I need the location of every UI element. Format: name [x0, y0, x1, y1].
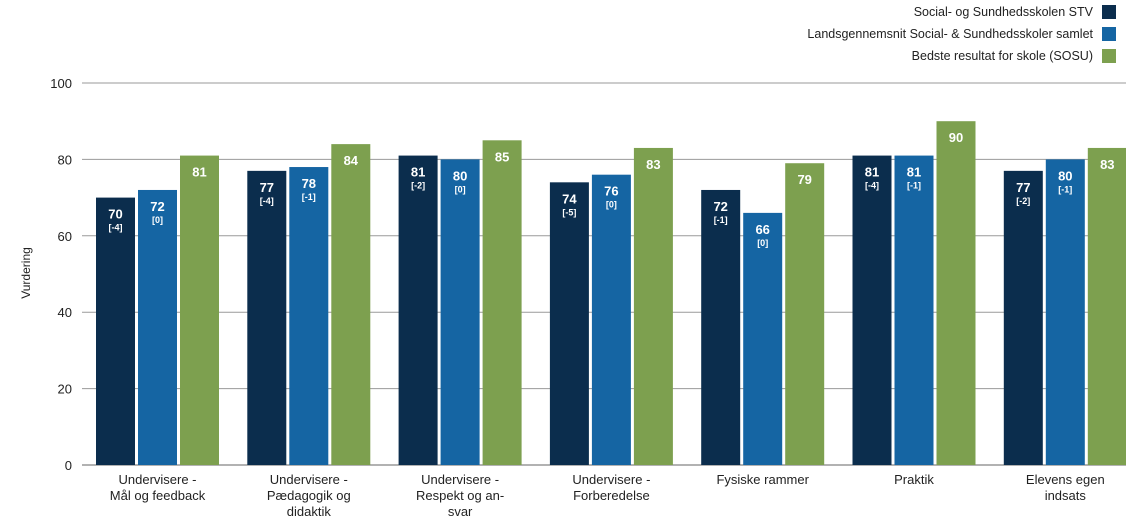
bars: 70[-4]72[0]8177[-4]78[-1]8481[-2]80[0]85… — [96, 121, 1126, 466]
legend-label: Landsgennemsnit Social- & Sundhedsskoler… — [807, 27, 1093, 41]
x-category-label: Elevens egen — [1026, 472, 1105, 487]
x-category-label: Praktik — [894, 472, 934, 487]
bar-diff-label: [-1] — [714, 215, 728, 225]
bar-value-label: 81 — [192, 165, 206, 180]
bar-value-label: 72 — [150, 199, 164, 214]
bar-value-label: 81 — [865, 165, 879, 180]
bar-value-label: 74 — [562, 191, 577, 206]
bar-value-label: 79 — [797, 172, 811, 187]
x-category-label: didaktik — [287, 504, 332, 519]
bar — [331, 144, 371, 465]
bar-diff-label: [0] — [606, 200, 617, 210]
legend-swatch — [1102, 49, 1116, 63]
x-category-label: Pædagogik og — [267, 488, 351, 503]
x-category-label: Undervisere - — [118, 472, 196, 487]
bar — [633, 147, 673, 465]
x-category-label: svar — [448, 504, 473, 519]
bar — [936, 121, 976, 465]
bar — [440, 159, 480, 465]
bar — [785, 163, 825, 465]
y-axis-label: Vurdering — [19, 247, 33, 299]
bar-diff-label: [0] — [757, 238, 768, 248]
bar — [743, 212, 783, 465]
bar — [398, 155, 438, 465]
bar-diff-label: [-1] — [302, 192, 316, 202]
bar-diff-label: [-4] — [865, 181, 879, 191]
bar — [852, 155, 892, 465]
bar-value-label: 76 — [604, 184, 618, 199]
bar — [289, 167, 329, 466]
bar — [1087, 147, 1126, 465]
bar-diff-label: [-1] — [1058, 184, 1072, 194]
bar-value-label: 81 — [907, 165, 921, 180]
bar-diff-label: [-4] — [260, 196, 274, 206]
bar — [96, 197, 135, 465]
bar — [1003, 170, 1043, 466]
x-category-label: Undervisere - — [421, 472, 499, 487]
bar-diff-label: [-1] — [907, 181, 921, 191]
y-tick-label: 60 — [58, 229, 72, 244]
bar — [482, 140, 522, 466]
bar-diff-label: [-4] — [109, 223, 123, 233]
bar-value-label: 66 — [755, 222, 769, 237]
bar — [247, 170, 287, 466]
bar-diff-label: [0] — [152, 215, 163, 225]
y-tick-label: 20 — [58, 382, 72, 397]
x-category-label: Mål og feedback — [110, 488, 206, 503]
bar — [1045, 159, 1085, 465]
x-category-label: Forberedelse — [573, 488, 650, 503]
x-category-label: Respekt og an- — [416, 488, 504, 503]
bar-value-label: 83 — [646, 157, 660, 172]
bar-value-label: 84 — [344, 153, 359, 168]
legend-swatch — [1102, 5, 1116, 19]
x-axis-category-labels: Undervisere -Mål og feedbackUndervisere … — [110, 472, 1105, 519]
x-category-label: indsats — [1045, 488, 1087, 503]
legend-label: Bedste resultat for skole (SOSU) — [912, 49, 1093, 63]
y-tick-label: 80 — [58, 152, 72, 167]
legend-label: Social- og Sundhedsskolen STV — [914, 5, 1094, 19]
y-tick-label: 0 — [65, 458, 72, 473]
bar — [549, 182, 589, 465]
x-category-label: Undervisere - — [270, 472, 348, 487]
x-category-label: Fysiske rammer — [716, 472, 809, 487]
legend: Social- og Sundhedsskolen STV Landsgennem… — [807, 5, 1116, 63]
bar-diff-label: [-5] — [562, 207, 576, 217]
bar-value-label: 80 — [1058, 168, 1072, 183]
bar-value-label: 78 — [302, 176, 316, 191]
y-tick-label: 40 — [58, 305, 72, 320]
bar-value-label: 72 — [713, 199, 727, 214]
x-category-label: Undervisere - — [572, 472, 650, 487]
bar-value-label: 81 — [411, 165, 425, 180]
bar-value-label: 77 — [260, 180, 274, 195]
bar-diff-label: [-2] — [1016, 196, 1030, 206]
bar-value-label: 80 — [453, 168, 467, 183]
legend-swatch — [1102, 27, 1116, 41]
bar-value-label: 85 — [495, 149, 509, 164]
bar-value-label: 70 — [108, 207, 122, 222]
y-tick-label: 100 — [50, 76, 72, 91]
y-axis-ticks: 0 20 40 60 80 100 — [50, 76, 72, 473]
bar-value-label: 90 — [949, 130, 963, 145]
bar — [138, 189, 177, 465]
bar-diff-label: [-2] — [411, 181, 425, 191]
bar — [591, 174, 631, 465]
bar-value-label: 77 — [1016, 180, 1030, 195]
bar — [894, 155, 934, 465]
bar — [701, 189, 741, 465]
bar — [180, 155, 219, 465]
bar-value-label: 83 — [1100, 157, 1114, 172]
bar-diff-label: [0] — [455, 184, 466, 194]
